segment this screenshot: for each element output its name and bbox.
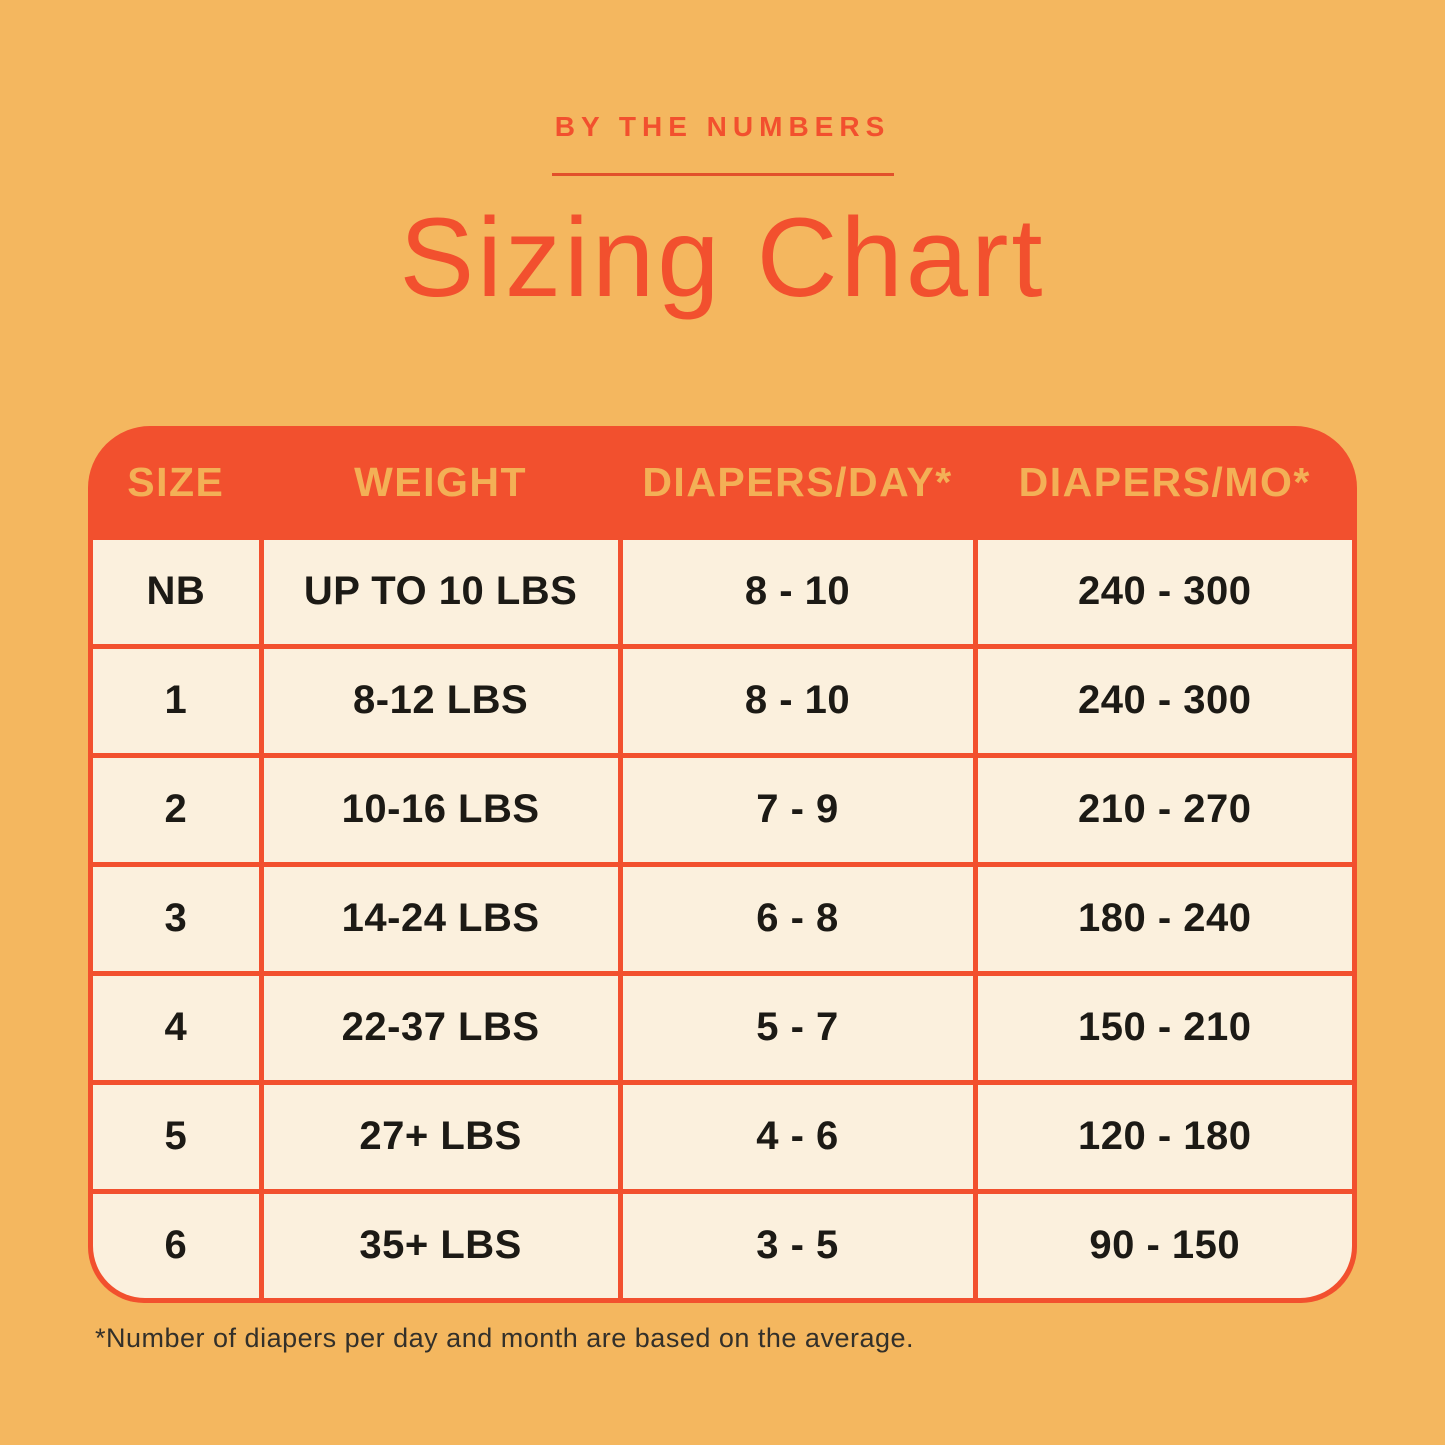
cell-per-day: 4 - 6: [622, 1084, 973, 1189]
eyebrow-label: BY THE NUMBERS: [554, 111, 891, 142]
cell-per-day: 8 - 10: [622, 539, 973, 644]
cell-size: 5: [93, 1084, 259, 1189]
cell-size: 1: [93, 648, 259, 753]
page-title: Sizing Chart: [399, 194, 1046, 320]
cell-weight: 8-12 LBS: [263, 648, 618, 753]
cell-size: 3: [93, 866, 259, 971]
cell-weight: 22-37 LBS: [263, 975, 618, 1080]
cell-per-month: 120 - 180: [977, 1084, 1352, 1189]
cell-per-day: 7 - 9: [622, 757, 973, 862]
cell-per-month: 180 - 240: [977, 866, 1352, 971]
sizing-table: SIZE WEIGHT DIAPERS/DAY* DIAPERS/MO* NB …: [88, 425, 1357, 1303]
column-header-diapers-mo: DIAPERS/MO*: [1018, 459, 1311, 506]
column-header-weight: WEIGHT: [354, 459, 528, 506]
cell-per-day: 8 - 10: [622, 648, 973, 753]
eyebrow-divider-line: [551, 172, 894, 176]
cell-per-day: 6 - 8: [622, 866, 973, 971]
cell-weight: 14-24 LBS: [263, 866, 618, 971]
cell-per-month: 90 - 150: [977, 1193, 1352, 1298]
table-row: 5 27+ LBS 4 - 6 120 - 180: [93, 1084, 1352, 1189]
cell-per-day: 3 - 5: [622, 1193, 973, 1298]
cell-weight: 35+ LBS: [263, 1193, 618, 1298]
cell-size: NB: [93, 539, 259, 644]
table-row: 2 10-16 LBS 7 - 9 210 - 270: [93, 757, 1352, 862]
cell-per-day: 5 - 7: [622, 975, 973, 1080]
cell-weight: 27+ LBS: [263, 1084, 618, 1189]
table-body: NB UP TO 10 LBS 8 - 10 240 - 300 1 8-12 …: [88, 539, 1357, 1303]
table-row: 6 35+ LBS 3 - 5 90 - 150: [93, 1193, 1352, 1298]
table-footnote: *Number of diapers per day and month are…: [95, 1322, 914, 1353]
cell-size: 2: [93, 757, 259, 862]
cell-size: 6: [93, 1193, 259, 1298]
column-header-diapers-day: DIAPERS/DAY*: [642, 459, 953, 506]
cell-per-month: 240 - 300: [977, 648, 1352, 753]
cell-per-month: 210 - 270: [977, 757, 1352, 862]
table-row: NB UP TO 10 LBS 8 - 10 240 - 300: [93, 539, 1352, 644]
table-header-row: SIZE WEIGHT DIAPERS/DAY* DIAPERS/MO*: [88, 426, 1357, 540]
cell-weight: 10-16 LBS: [263, 757, 618, 862]
cell-per-month: 240 - 300: [977, 539, 1352, 644]
table-row: 4 22-37 LBS 5 - 7 150 - 210: [93, 975, 1352, 1080]
table-row: 3 14-24 LBS 6 - 8 180 - 240: [93, 866, 1352, 971]
cell-per-month: 150 - 210: [977, 975, 1352, 1080]
table-row: 1 8-12 LBS 8 - 10 240 - 300: [93, 648, 1352, 753]
cell-size: 4: [93, 975, 259, 1080]
column-header-size: SIZE: [127, 459, 225, 506]
cell-weight: UP TO 10 LBS: [263, 539, 618, 644]
